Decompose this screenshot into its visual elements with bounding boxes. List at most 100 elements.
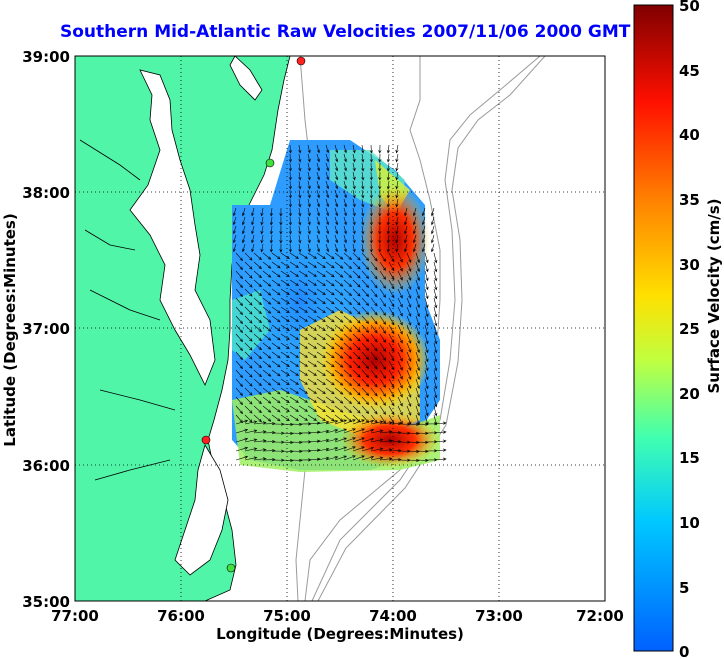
velocity-arrow xyxy=(325,369,335,377)
velocity-arrow xyxy=(433,360,438,372)
velocity-arrow xyxy=(352,455,365,461)
velocity-arrow xyxy=(316,456,330,461)
velocity-arrow xyxy=(307,297,317,304)
velocity-arrow xyxy=(244,315,253,324)
velocity-arrow xyxy=(307,189,311,199)
velocity-arrow xyxy=(325,162,330,172)
velocity-arrow xyxy=(325,180,330,190)
velocity-arrow xyxy=(433,315,438,327)
velocity-arrow xyxy=(298,153,302,163)
velocity-arrow xyxy=(235,428,249,434)
velocity-arrow xyxy=(307,198,311,208)
velocity-arrow xyxy=(271,333,281,341)
velocity-arrow xyxy=(307,405,317,412)
velocity-arrow xyxy=(235,315,244,325)
velocity-arrow xyxy=(406,378,412,389)
velocity-arrow xyxy=(370,456,384,461)
velocity-arrow xyxy=(235,288,244,298)
velocity-arrow xyxy=(262,405,272,413)
velocity-arrow xyxy=(370,297,378,307)
velocity-arrow xyxy=(271,270,281,278)
velocity-arrow xyxy=(288,198,292,208)
velocity-arrow xyxy=(271,360,281,368)
velocity-arrow xyxy=(289,297,299,304)
velocity-arrow xyxy=(251,216,255,226)
delaware-bay xyxy=(229,56,263,101)
velocity-arrow xyxy=(244,447,258,452)
colorbar-tick-label: 50 xyxy=(679,0,700,15)
velocity-arrow xyxy=(288,234,292,244)
velocity-arrow xyxy=(361,162,365,172)
velocity-arrow xyxy=(370,270,378,280)
velocity-arrow xyxy=(253,315,262,324)
velocity-arrow xyxy=(378,198,382,208)
velocity-arrow xyxy=(235,333,244,343)
velocity-arrow xyxy=(334,189,339,199)
velocity-arrow xyxy=(316,387,326,394)
velocity-arrow xyxy=(325,333,335,341)
colorbar-tick-label: 20 xyxy=(679,385,700,403)
velocity-arrow xyxy=(370,279,378,289)
velocity-arrow xyxy=(406,252,412,263)
velocity-arrow xyxy=(316,243,320,253)
velocity-arrow xyxy=(415,378,420,390)
velocity-arrow xyxy=(253,342,262,351)
velocity-arrow xyxy=(316,447,330,452)
velocity-arrow xyxy=(370,387,378,397)
velocity-arrow xyxy=(235,369,244,379)
velocity-arrow xyxy=(379,396,386,406)
velocity-arrow xyxy=(298,225,302,235)
velocity-arrow xyxy=(361,315,370,324)
velocity-arrow xyxy=(395,162,399,172)
velocity-arrow xyxy=(307,279,317,286)
velocity-arrow xyxy=(262,396,272,404)
velocity-arrow xyxy=(361,234,365,244)
velocity-arrow xyxy=(334,396,344,404)
velocity-arrow xyxy=(298,270,308,277)
velocity-arrow xyxy=(244,270,253,279)
velocity-arrow xyxy=(325,378,335,386)
velocity-arrow xyxy=(424,405,429,417)
velocity-arrow xyxy=(262,279,272,287)
velocity-arrow xyxy=(397,270,403,281)
velocity-arrow xyxy=(307,315,317,322)
velocity-arrow xyxy=(334,252,344,260)
velocity-arrow xyxy=(343,419,356,425)
velocity-arrow xyxy=(361,180,365,190)
velocity-arrow xyxy=(378,225,382,235)
velocity-arrow xyxy=(325,252,335,260)
y-tick-label: 38:00 xyxy=(22,184,70,202)
velocity-arrow xyxy=(298,315,308,322)
velocity-arrow xyxy=(395,243,399,253)
velocity-arrow xyxy=(298,261,308,268)
velocity-arrow xyxy=(369,180,373,190)
velocity-arrow xyxy=(316,162,320,172)
velocity-arrow xyxy=(412,225,417,235)
colorbar-tick-label: 5 xyxy=(679,579,689,597)
velocity-arrow xyxy=(325,387,335,395)
velocity-arrow xyxy=(235,446,249,452)
velocity-arrow xyxy=(280,315,290,323)
velocity-arrow xyxy=(334,315,344,323)
velocity-arrow xyxy=(235,306,244,316)
velocity-arrow xyxy=(307,369,317,376)
velocity-arrow xyxy=(352,153,356,163)
velocity-arrow xyxy=(370,252,378,262)
velocity-arrow xyxy=(235,252,244,262)
velocity-arrow xyxy=(352,306,361,315)
velocity-arrow xyxy=(343,225,347,235)
velocity-arrow xyxy=(316,216,320,226)
velocity-arrow xyxy=(370,360,378,370)
velocity-arrow xyxy=(433,342,438,354)
velocity-arrow xyxy=(269,225,273,235)
velocity-arrow xyxy=(361,198,365,208)
velocity-arrow xyxy=(406,422,420,427)
velocity-arrow xyxy=(307,243,311,253)
velocity-arrow xyxy=(253,414,262,423)
y-tick-label: 36:00 xyxy=(22,457,70,475)
velocity-arrow xyxy=(316,270,326,277)
velocity-arrow xyxy=(421,207,426,217)
velocity-arrow xyxy=(334,243,339,253)
velocity-arrow xyxy=(235,419,249,425)
velocity-arrow xyxy=(406,306,412,317)
